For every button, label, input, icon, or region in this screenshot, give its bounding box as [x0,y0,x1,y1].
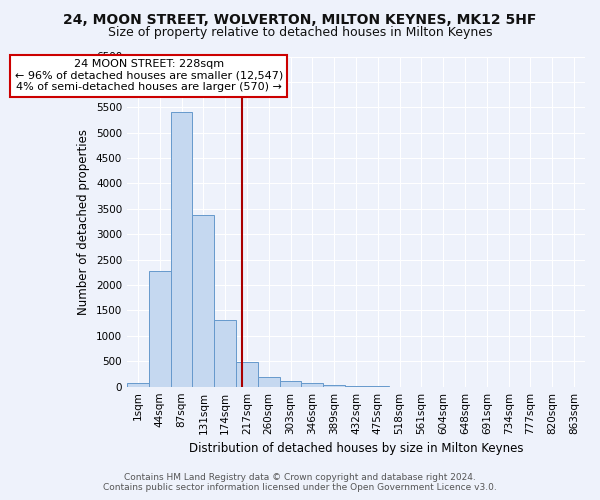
Bar [170,112,193,386]
Bar [258,377,280,386]
Y-axis label: Number of detached properties: Number of detached properties [77,128,91,314]
Text: Size of property relative to detached houses in Milton Keynes: Size of property relative to detached ho… [108,26,492,39]
X-axis label: Distribution of detached houses by size in Milton Keynes: Distribution of detached houses by size … [189,442,523,455]
Bar [149,271,170,386]
Bar [214,320,236,386]
Bar [236,362,258,386]
Text: Contains HM Land Registry data © Crown copyright and database right 2024.
Contai: Contains HM Land Registry data © Crown c… [103,473,497,492]
Bar [127,383,149,386]
Text: 24 MOON STREET: 228sqm
← 96% of detached houses are smaller (12,547)
4% of semi-: 24 MOON STREET: 228sqm ← 96% of detached… [14,59,283,92]
Bar [193,215,214,386]
Bar [323,385,345,386]
Bar [301,384,323,386]
Bar [280,382,301,386]
Text: 24, MOON STREET, WOLVERTON, MILTON KEYNES, MK12 5HF: 24, MOON STREET, WOLVERTON, MILTON KEYNE… [64,12,536,26]
